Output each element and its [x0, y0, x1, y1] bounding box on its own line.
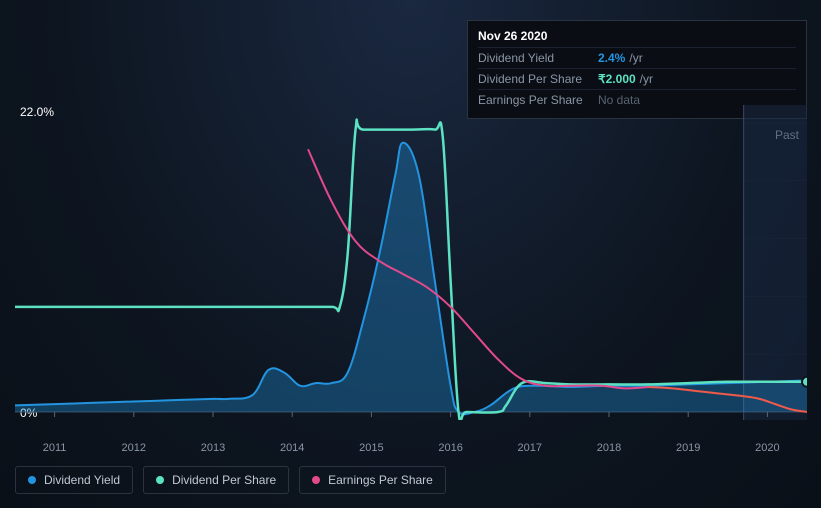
x-axis-year-label: 2014: [280, 442, 304, 454]
x-axis-year-label: 2016: [438, 442, 462, 454]
tooltip-value: ₹2.000: [598, 72, 636, 86]
tooltip-date: Nov 26 2020: [478, 29, 796, 43]
x-axis-year-label: 2019: [676, 442, 700, 454]
legend-item-dividend-yield[interactable]: Dividend Yield: [15, 466, 133, 494]
legend-label: Earnings Per Share: [328, 473, 433, 487]
chart-legend: Dividend Yield Dividend Per Share Earnings…: [15, 466, 446, 494]
legend-dot-icon: [312, 476, 320, 484]
tooltip-unit: /yr: [629, 51, 642, 65]
tooltip-unit: /yr: [640, 72, 653, 86]
legend-item-earnings-per-share[interactable]: Earnings Per Share: [299, 466, 446, 494]
tooltip-row-dps: Dividend Per Share ₹2.000 /yr: [478, 68, 796, 89]
x-axis-year-label: 2017: [518, 442, 542, 454]
tooltip-label: Dividend Per Share: [478, 72, 598, 86]
x-axis-year-label: 2013: [201, 442, 225, 454]
tooltip-row-yield: Dividend Yield 2.4% /yr: [478, 47, 796, 68]
chart-plot-area: [15, 105, 807, 440]
x-axis-year-label: 2015: [359, 442, 383, 454]
chart-svg: [15, 105, 807, 420]
legend-dot-icon: [28, 476, 36, 484]
legend-dot-icon: [156, 476, 164, 484]
legend-label: Dividend Yield: [44, 473, 120, 487]
x-axis-year-label: 2020: [755, 442, 779, 454]
x-axis-year-label: 2018: [597, 442, 621, 454]
legend-item-dividend-per-share[interactable]: Dividend Per Share: [143, 466, 289, 494]
legend-label: Dividend Per Share: [172, 473, 276, 487]
x-axis-year-label: 2012: [122, 442, 146, 454]
tooltip-value: 2.4%: [598, 51, 625, 65]
x-axis-year-label: 2011: [43, 442, 67, 454]
x-axis-labels: 2011 2012 2013 2014 2015 2016 2017 2018 2019 2020: [15, 442, 807, 462]
tooltip-label: Dividend Yield: [478, 51, 598, 65]
